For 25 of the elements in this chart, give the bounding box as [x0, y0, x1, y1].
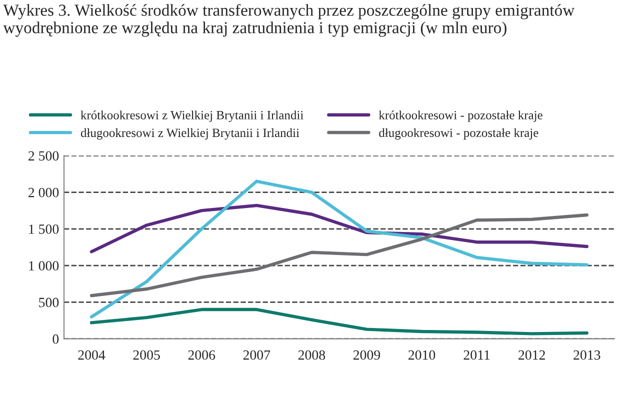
line-series	[90, 204, 588, 254]
y-tick-label: 1 000	[29, 261, 59, 271]
x-tick-label: 2005	[133, 350, 160, 360]
line-series	[90, 180, 588, 318]
x-tick-label: 2006	[188, 350, 216, 360]
x-tick-label: 2004	[78, 350, 106, 360]
y-tick-label: 500	[39, 298, 59, 308]
legend-label: krótkookresowi z Wielkiej Brytanii i Irlandii	[80, 110, 304, 122]
y-tick-label: 2 500	[28, 151, 59, 161]
line-series	[90, 213, 588, 298]
legend-label: długookresowi - pozostałe kraje	[379, 128, 538, 140]
x-tick-label: 2007	[243, 350, 270, 360]
legend-label: długookresowi z Wielkiej Brytanii i Irlandii	[80, 128, 300, 140]
line-series	[90, 308, 588, 336]
chart-title: Wykres 3. Wielkość środków transferowanych przez poszczególne grupy emigrantów wyodrębnione ze względu na kraj zatrudnienia i typ emigracji (w mln euro)	[3, 4, 575, 37]
x-tick-label: 2012	[518, 350, 545, 360]
x-tick-label: 2013	[574, 350, 600, 360]
x-tick-label: 2009	[353, 350, 380, 360]
x-tick-label: 2011	[464, 350, 490, 360]
legend-label: krótkookresowi - pozostałe kraje	[378, 110, 542, 122]
x-tick-label: 2008	[298, 350, 326, 360]
y-tick-label: 2 000	[28, 188, 59, 198]
y-tick-label: 0	[52, 334, 59, 344]
x-tick-label: 2010	[408, 350, 436, 360]
y-tick-label: 1 500	[29, 224, 59, 234]
